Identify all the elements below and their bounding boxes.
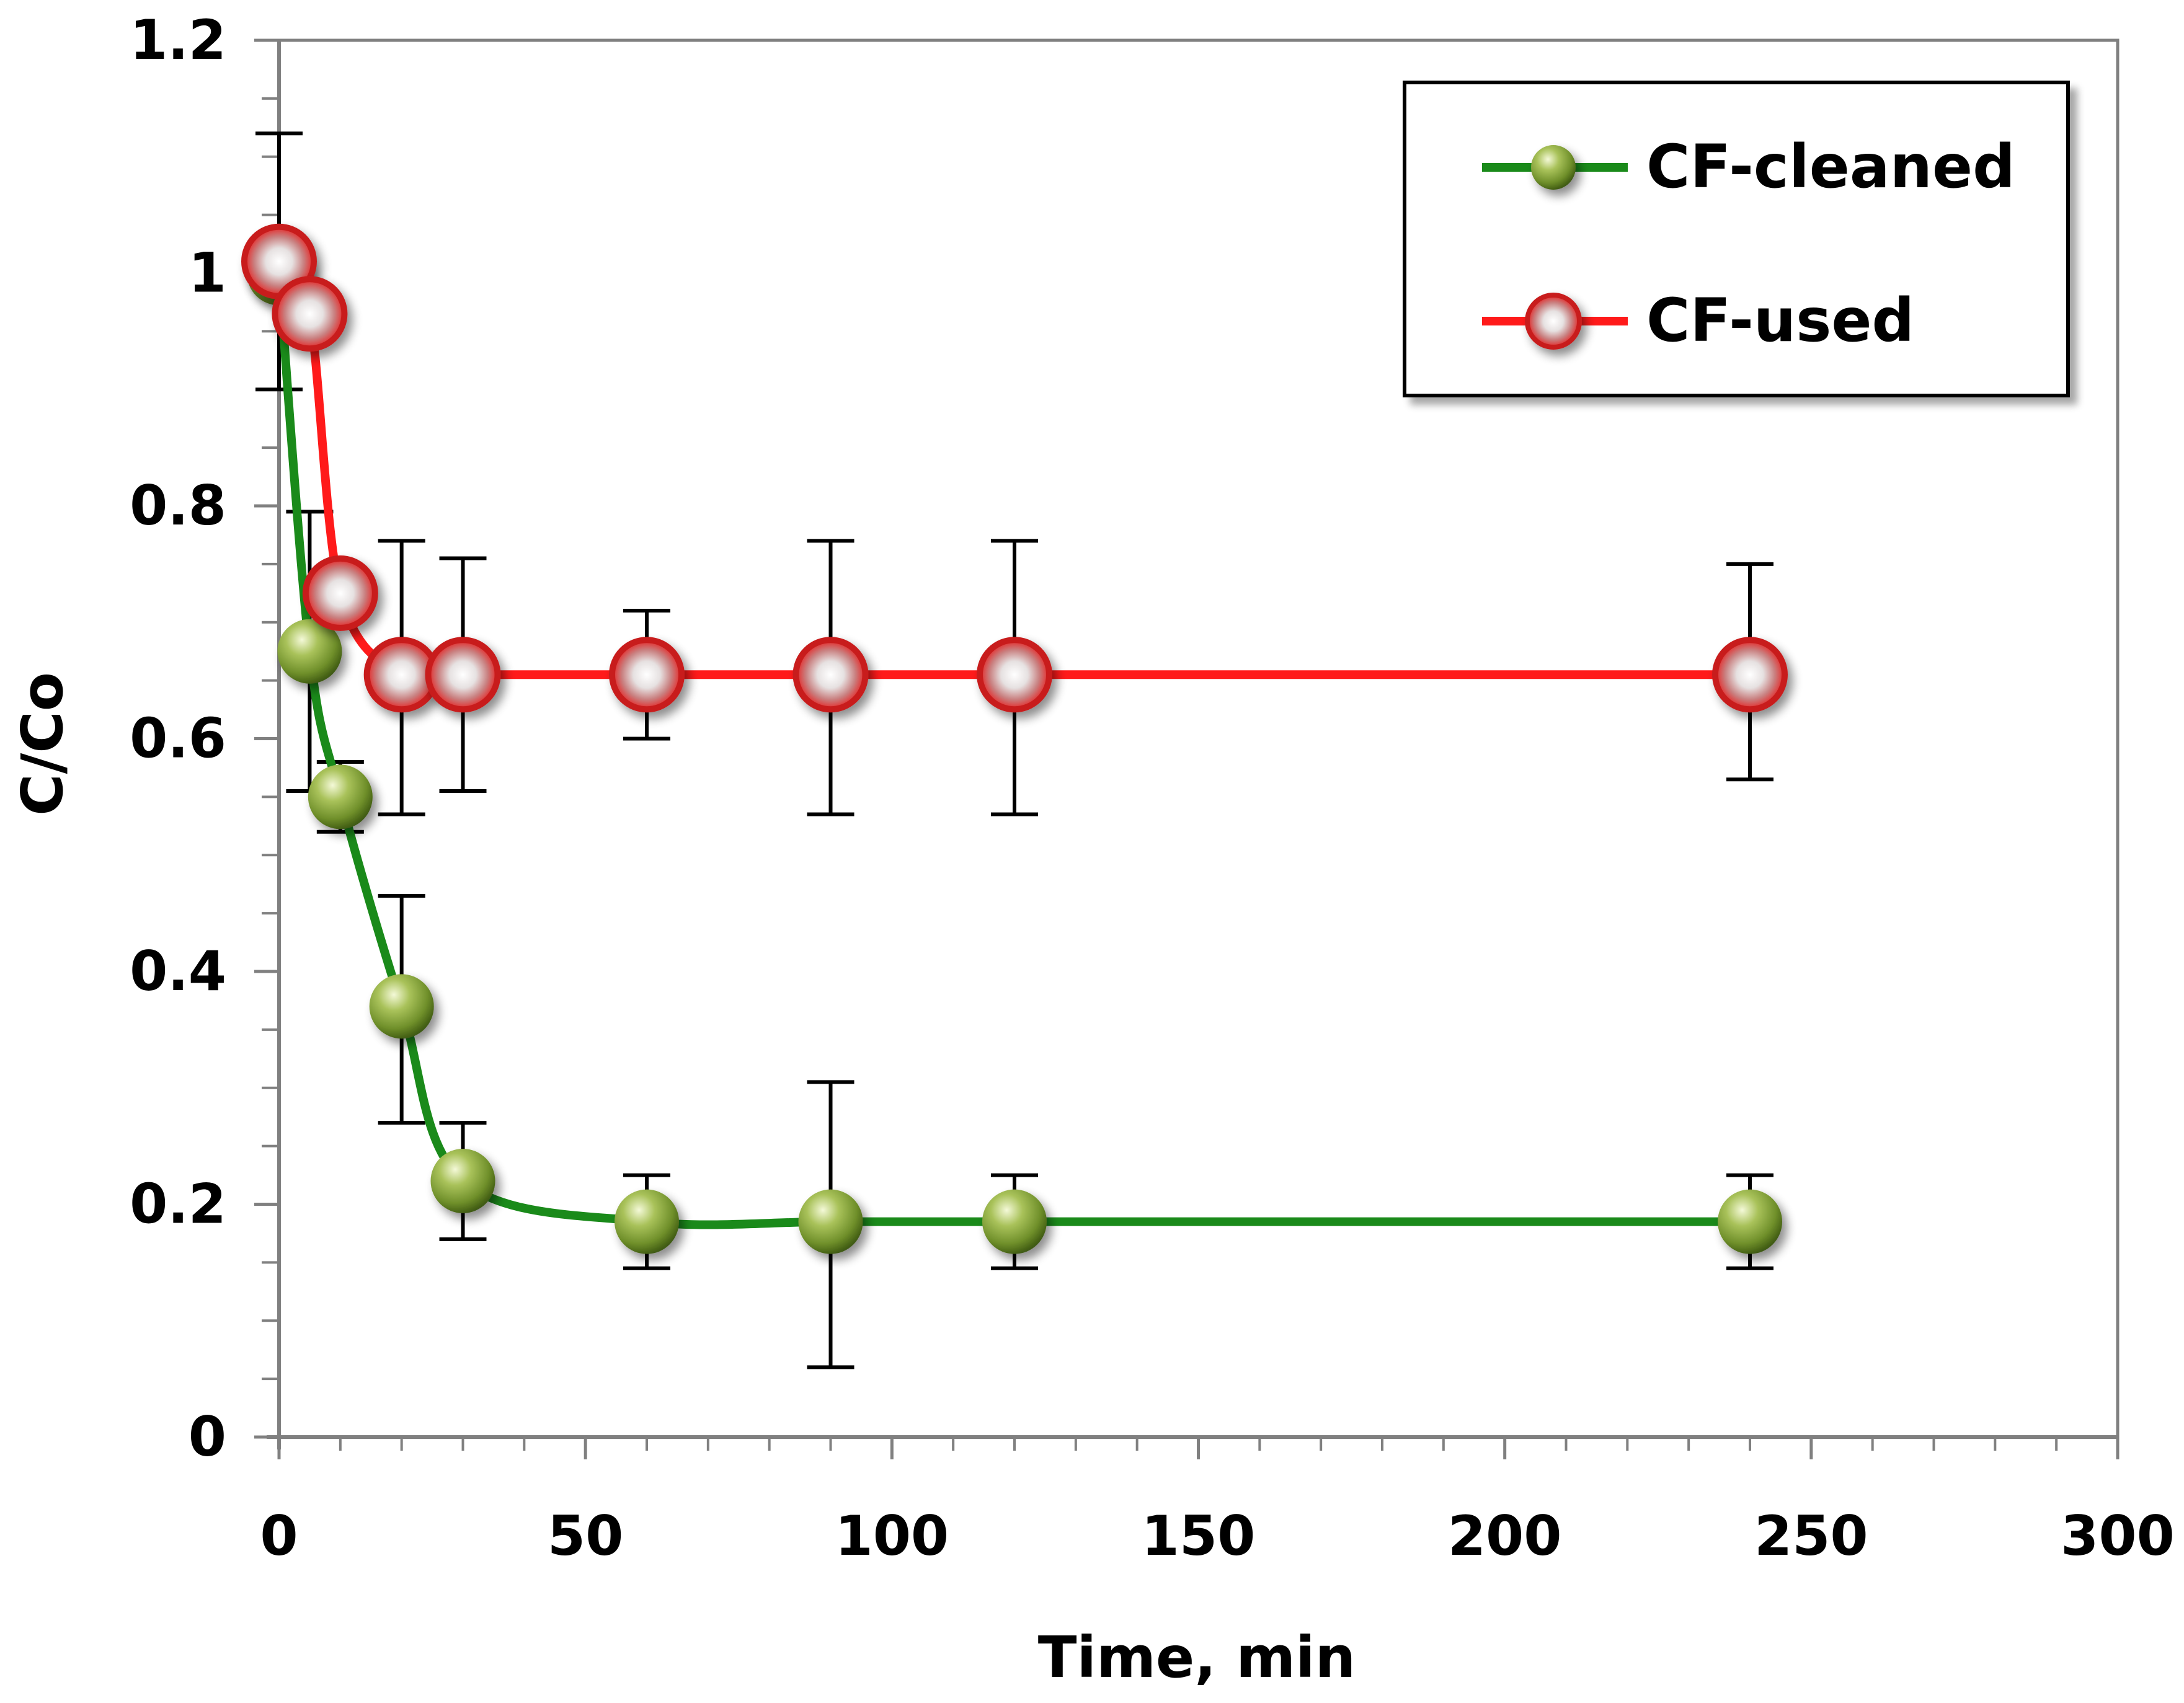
data-point-cf-used [302,555,378,631]
ticks [254,38,2120,1459]
data-point-cf-cleaned [277,619,342,684]
data-point-cf-used [425,637,501,713]
y-axis-title: C/Co [9,672,76,816]
data-point-cf-cleaned [430,1148,495,1213]
data-point-cf-used [977,637,1052,713]
y-tick-label: 1.2 [130,8,226,72]
x-tick-label: 0 [260,1504,298,1568]
data-point-cf-cleaned [308,764,373,829]
series-layer [241,131,1788,1369]
tick-labels: 0 0.2 0.4 0.6 0.8 1 1.2 0 50 100 150 200 250 300 [130,8,2175,1568]
x-tick-label: 300 [2061,1504,2175,1568]
x-axis-title: Time, min [1038,1624,1356,1691]
x-tick-label: 150 [1142,1504,1256,1568]
data-point-cf-used [272,276,348,352]
y-tick-label: 1 [189,241,226,305]
x-tick-label: 50 [548,1504,623,1568]
legend [1403,81,2070,397]
data-point-cf-used [792,637,869,713]
y-tick-label: 0 [189,1405,226,1469]
y-tick-label: 0.8 [130,474,226,537]
x-tick-label: 250 [1754,1504,1868,1568]
data-point-cf-cleaned [615,1189,679,1254]
x-tick-label: 100 [835,1504,949,1568]
legend-box [1403,81,2070,397]
y-tick-label: 0.4 [130,939,226,1003]
data-point-cf-used [1712,637,1788,713]
data-point-cf-cleaned [369,974,434,1039]
legend-label-cf-used: CF-used [1646,286,1914,355]
series-cf-used [241,223,1788,816]
data-point-cf-cleaned [1718,1189,1782,1254]
legend-marker-cf-cleaned [1531,145,1576,190]
y-tick-label: 0.6 [130,707,226,771]
data-point-cf-cleaned [982,1189,1047,1254]
legend-items: CF-cleaned CF-used [1482,132,2015,355]
y-tick-label: 0.2 [130,1172,226,1236]
series-line-cf-cleaned [275,272,1750,1229]
data-point-cf-cleaned [798,1189,863,1254]
x-tick-label: 200 [1448,1504,1562,1568]
data-point-cf-used [609,637,685,713]
legend-marker-cf-used [1525,293,1582,350]
legend-label-cf-cleaned: CF-cleaned [1646,132,2015,201]
